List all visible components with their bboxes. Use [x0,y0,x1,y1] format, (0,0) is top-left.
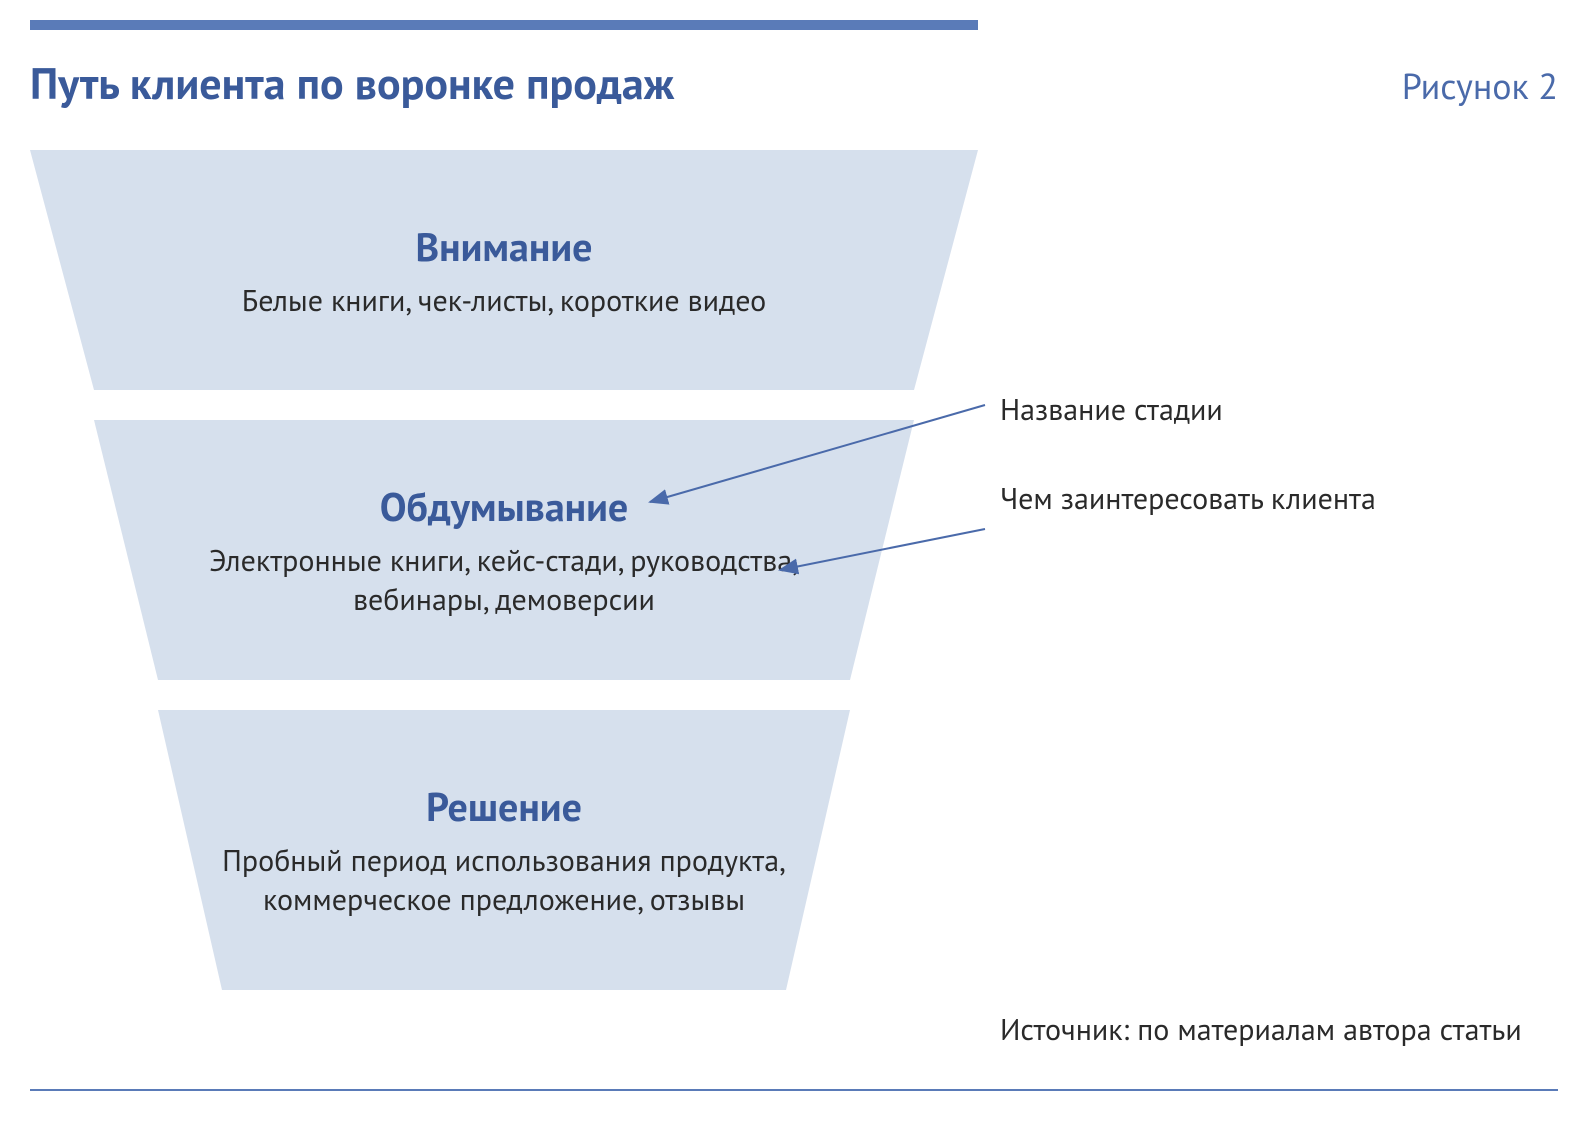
annotation-stage-desc: Чем заинтересовать клиента [1000,479,1560,518]
funnel-stage-title: Решение [426,781,582,833]
funnel-stage: Решение Пробный период использования прод… [30,710,978,990]
source-text: Источник: по материалам автора статьи [1000,1009,1560,1051]
funnel-stage-content: Обдумывание Электронные книги, кейс-стади… [30,420,978,680]
funnel-stage-title: Обдумывание [380,481,629,533]
funnel-stage-description: Пробный период использования продукта, к… [194,841,814,919]
funnel-stage: Внимание Белые книги, чек-листы, короткие… [30,150,978,390]
figure-label: Рисунок 2 [1402,62,1558,109]
page-title: Путь клиента по воронке продаж [30,55,674,112]
funnel-stage: Обдумывание Электронные книги, кейс-стади… [30,420,978,680]
funnel: Внимание Белые книги, чек-листы, короткие… [30,150,978,1020]
header-row: Путь клиента по воронке продаж Рисунок 2 [30,55,1558,112]
annotation-stage-name: Название стадии [1000,390,1560,429]
top-rule [30,20,978,30]
funnel-stage-title: Внимание [416,221,593,273]
funnel-stage-content: Решение Пробный период использования прод… [30,710,978,990]
funnel-stage-description: Электронные книги, кейс-стади, руководст… [194,541,814,619]
annotations: Название стадии Чем заинтересовать клиен… [1000,390,1560,568]
funnel-stage-description: Белые книги, чек-листы, короткие видео [242,281,767,320]
funnel-stage-content: Внимание Белые книги, чек-листы, короткие… [30,150,978,390]
bottom-rule [30,1089,1558,1091]
